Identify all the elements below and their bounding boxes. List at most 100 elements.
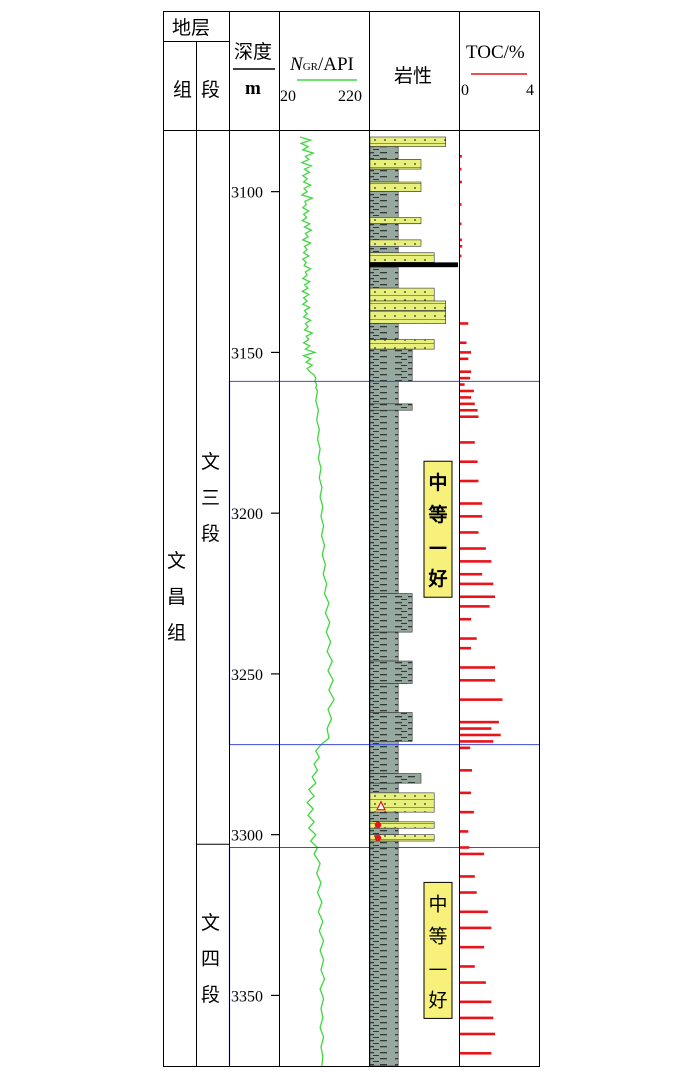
toc-bar: [460, 408, 478, 412]
red-dot-marker: [374, 821, 382, 829]
toc-scale-min: 0: [461, 82, 469, 99]
header-member: 段: [201, 79, 220, 101]
formation-char: 昌: [167, 586, 186, 608]
member-char: 文: [201, 912, 220, 934]
lithology-mudstone-bed: [369, 409, 399, 594]
toc-bar: [460, 926, 492, 930]
toc-bar: [460, 376, 471, 380]
header-depth-unit: m: [245, 78, 261, 99]
toc-bar: [460, 547, 486, 550]
depth-axis: 3100 3150 3200 3250 3300 3350: [231, 185, 279, 1005]
toc-bar: [460, 531, 479, 534]
lithology-sandstone-bed: [369, 252, 435, 263]
lithology-track: [369, 136, 458, 1067]
lithology-sandstone-bed: [369, 310, 446, 324]
evaluation-label-char: —: [429, 957, 448, 979]
toc-bar: [460, 1032, 496, 1036]
member-char: 四: [201, 948, 220, 970]
lithology-coal-bed: [370, 262, 458, 268]
lithology-mudstone-bed: [369, 191, 399, 218]
lithology-mudstone-bed: [369, 782, 399, 794]
toc-bar: [460, 180, 462, 184]
table-border: [163, 11, 540, 1067]
toc-bar: [460, 617, 472, 621]
evaluation-label-char: 等: [427, 503, 447, 526]
evaluation-label-char: 好: [428, 989, 447, 1011]
lithology-sandstone-bed: [369, 287, 435, 302]
toc-bar: [460, 515, 483, 518]
lithology-mudstone-bed: [369, 811, 399, 823]
evaluation-label-char: 中: [428, 471, 447, 494]
lithology-mudstone-bed: [369, 348, 413, 382]
lithology-mudstone-bed: [369, 741, 399, 774]
lithology-mudstone-bed: [369, 840, 399, 1067]
gr-track: [299, 136, 335, 1067]
lithology-sandstone-bed: [369, 136, 446, 147]
toc-bar: [460, 582, 494, 586]
evaluation-label-char: 中: [428, 893, 447, 915]
depth-tick-label: 3100: [231, 185, 263, 202]
member-char: 三: [201, 487, 220, 509]
header-toc-label: TOC/%: [466, 42, 525, 63]
toc-bar: [460, 727, 492, 730]
member-char: 段: [201, 984, 220, 1006]
formation-char: 组: [167, 622, 186, 644]
toc-track: [460, 154, 503, 1055]
toc-bar: [460, 637, 477, 640]
toc-bar: [460, 891, 477, 894]
depth-tick-label: 3150: [231, 345, 263, 362]
header-gr-label: NGR/API: [289, 54, 354, 75]
toc-bar: [460, 740, 494, 743]
formation-name: 文昌组: [167, 550, 186, 644]
lithology-mudstone-bed: [369, 683, 399, 713]
gr-label-sub: GR: [303, 61, 319, 73]
toc-bar: [460, 981, 486, 984]
toc-bar: [460, 322, 469, 325]
toc-bar: [460, 357, 469, 361]
breccia-triangle-marker: [376, 800, 386, 811]
toc-bar: [460, 769, 472, 772]
formation-char: 文: [167, 550, 186, 572]
toc-scale-max: 4: [526, 82, 534, 99]
toc-bar: [460, 875, 475, 878]
gr-curve-line: [299, 136, 335, 1067]
toc-bar: [460, 389, 474, 393]
lithology-mudstone-bed: [369, 168, 399, 183]
toc-bar: [460, 238, 462, 242]
toc-bar: [460, 945, 485, 949]
lithology-mudstone-bed: [369, 381, 399, 405]
evaluation-label-box: [423, 881, 453, 1019]
toc-bar: [460, 203, 462, 206]
toc-bar: [460, 791, 472, 795]
lithology-mudstone-bed: [369, 246, 399, 254]
toc-bar: [460, 222, 462, 226]
toc-bar: [460, 1051, 492, 1055]
depth-tick-label: 3350: [231, 988, 263, 1005]
member-char: 文: [201, 451, 220, 473]
table-grid: [163, 11, 540, 1067]
toc-bar: [460, 720, 499, 724]
toc-bar: [460, 415, 479, 419]
toc-bar: [460, 965, 475, 968]
lithology-sandstone-bed: [369, 181, 422, 192]
header-lithology: 岩性: [394, 65, 432, 87]
lithology-mudstone-bed: [369, 146, 399, 160]
toc-bar: [460, 560, 492, 563]
toc-bar: [460, 479, 479, 483]
toc-bar: [460, 245, 463, 248]
depth-tick-label: 3250: [231, 667, 263, 684]
evaluation-labels: 中等—好中等—好: [423, 460, 453, 1019]
red-dot-marker: [374, 834, 382, 842]
toc-bar: [460, 502, 483, 505]
lithology-mudstone-bed: [369, 773, 422, 784]
evaluation-label-box: [423, 460, 453, 598]
evaluation-label-char: 好: [427, 567, 447, 590]
lithology-mudstone-bed: [369, 223, 399, 241]
toc-bar: [460, 460, 478, 464]
depth-tick-label: 3300: [231, 828, 263, 845]
toc-bar: [460, 441, 475, 444]
toc-bar: [460, 396, 472, 399]
lithology-sandstone-bed: [369, 339, 435, 350]
